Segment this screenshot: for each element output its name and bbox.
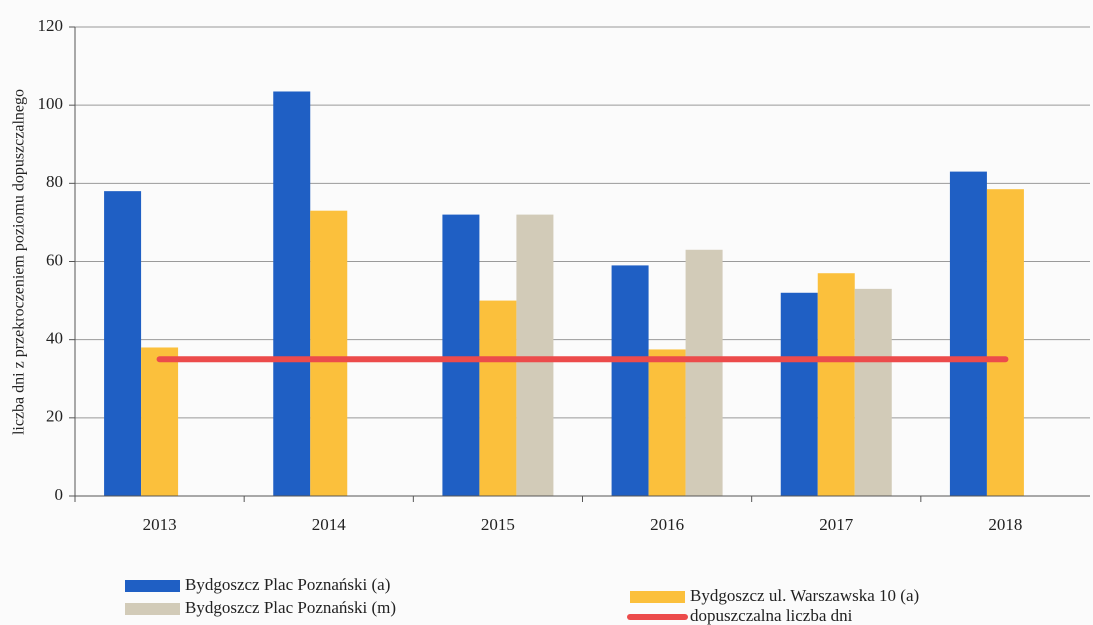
- bar: [104, 191, 142, 496]
- legend-swatch: [125, 603, 180, 615]
- bar: [310, 210, 348, 497]
- x-tick-label: 2017: [819, 515, 854, 534]
- y-tick-label: 20: [46, 407, 63, 426]
- bar: [479, 300, 517, 496]
- bar: [516, 214, 554, 496]
- y-axis-label: liczba dni z przekroczeniem poziomu dopu…: [11, 89, 28, 435]
- bar: [442, 214, 480, 496]
- legend-label: dopuszczalna liczba dni: [690, 606, 853, 625]
- bar: [141, 347, 179, 496]
- x-tick-label: 2014: [312, 515, 347, 534]
- legend-label: Bydgoszcz Plac Poznański (m): [185, 598, 396, 617]
- y-tick-label: 40: [46, 329, 63, 348]
- bar: [273, 91, 311, 497]
- bar: [986, 189, 1024, 496]
- bar: [854, 288, 892, 496]
- bar: [685, 249, 723, 496]
- y-tick-label: 80: [46, 172, 63, 191]
- y-tick-label: 120: [38, 16, 64, 35]
- bar: [949, 171, 987, 496]
- y-tick-label: 0: [55, 485, 64, 504]
- legend-label: Bydgoszcz Plac Poznański (a): [185, 575, 390, 594]
- x-tick-label: 2016: [650, 515, 684, 534]
- y-tick-label: 100: [38, 94, 64, 113]
- bar: [780, 292, 818, 496]
- legend-swatch: [630, 591, 685, 603]
- x-tick-label: 2018: [988, 515, 1022, 534]
- x-tick-label: 2015: [481, 515, 515, 534]
- legend-swatch: [125, 580, 180, 592]
- y-tick-label: 60: [46, 250, 63, 269]
- bar: [648, 349, 686, 496]
- legend-label: Bydgoszcz ul. Warszawska 10 (a): [690, 586, 919, 605]
- x-tick-label: 2013: [143, 515, 177, 534]
- bar: [611, 265, 649, 496]
- bar: [817, 273, 855, 496]
